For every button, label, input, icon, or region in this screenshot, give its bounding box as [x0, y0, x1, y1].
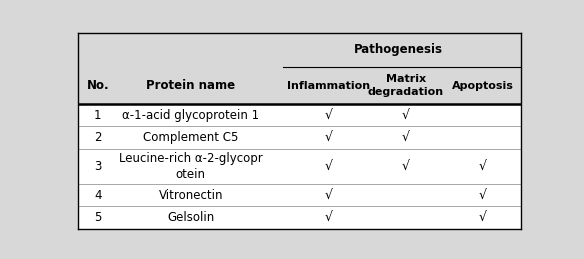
Bar [78, 149, 521, 184]
Text: Leucine-rich α-2-glycopr
otein: Leucine-rich α-2-glycopr otein [119, 152, 263, 181]
Text: Pathogenesis: Pathogenesis [354, 44, 443, 56]
Text: √: √ [402, 160, 409, 173]
Bar [78, 184, 521, 206]
Text: Complement C5: Complement C5 [143, 131, 238, 144]
Text: Inflammation: Inflammation [287, 81, 370, 91]
Text: √: √ [325, 211, 333, 224]
Text: Matrix
degradation: Matrix degradation [367, 74, 444, 97]
Text: 5: 5 [94, 211, 102, 224]
Text: Vitronectin: Vitronectin [158, 189, 223, 202]
Text: Apoptosis: Apoptosis [451, 81, 513, 91]
Text: √: √ [325, 160, 333, 173]
Text: No.: No. [86, 79, 109, 92]
Text: Gelsolin: Gelsolin [167, 211, 214, 224]
Text: √: √ [479, 211, 486, 224]
Text: √: √ [325, 109, 333, 122]
Text: Protein name: Protein name [146, 79, 235, 92]
Text: √: √ [479, 160, 486, 173]
Bar [78, 206, 521, 228]
Text: √: √ [402, 109, 409, 122]
Text: α-1-acid glycoprotein 1: α-1-acid glycoprotein 1 [122, 109, 259, 122]
Text: 3: 3 [94, 160, 102, 173]
Text: 2: 2 [94, 131, 102, 144]
Text: 4: 4 [94, 189, 102, 202]
Text: √: √ [325, 189, 333, 202]
Text: √: √ [325, 131, 333, 144]
Bar [78, 33, 521, 104]
Bar [78, 126, 521, 149]
Bar [78, 104, 521, 126]
Text: 1: 1 [94, 109, 102, 122]
Text: √: √ [402, 131, 409, 144]
Text: √: √ [479, 189, 486, 202]
